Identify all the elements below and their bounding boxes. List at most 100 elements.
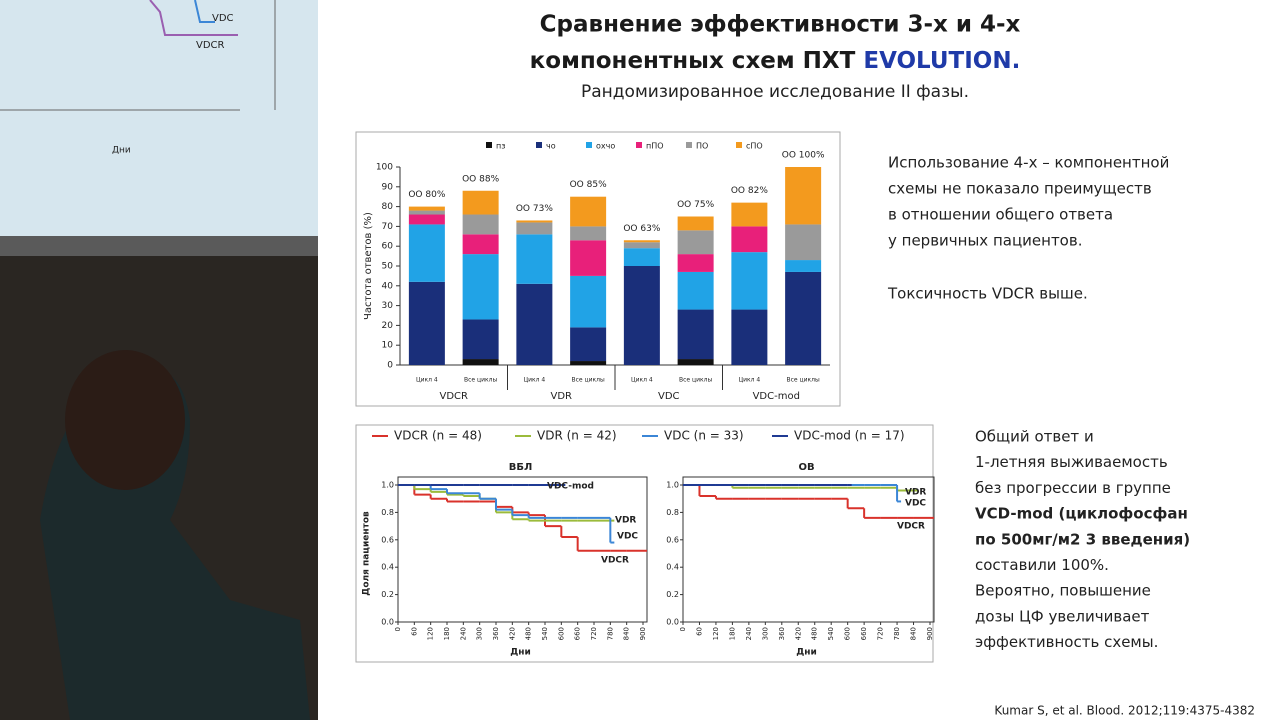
- bar-segment: [408, 281, 445, 365]
- legend-label: сПО: [746, 142, 763, 151]
- bar-segment: [570, 196, 607, 227]
- x-tick-label: 180: [443, 627, 451, 640]
- group-label: VDC-mod: [753, 391, 800, 402]
- x-tick-label: 120: [427, 627, 435, 640]
- y-tick-label: 0.2: [666, 590, 679, 599]
- legend-swatch: [736, 142, 742, 148]
- group-label: VDC: [658, 391, 680, 402]
- bar-segment: [462, 254, 499, 320]
- bar-annotation: ОО 63%: [623, 224, 660, 234]
- note-line: эффективность схемы.: [975, 633, 1158, 651]
- x-tick-label: 720: [877, 627, 885, 640]
- title-text: компонентных схем ПХТ: [530, 48, 864, 74]
- legend-label: VDC-mod (n = 17): [794, 429, 905, 443]
- plot-frame: [397, 476, 648, 623]
- bar-segment: [408, 210, 445, 215]
- note-line: схемы не показало преимуществ: [888, 180, 1152, 198]
- bar-segment: [677, 230, 714, 255]
- x-tick-label: Все циклы: [679, 377, 712, 384]
- y-tick-label: 50: [382, 262, 394, 272]
- prev-label: VDC: [212, 13, 234, 24]
- legend-swatch: [686, 142, 692, 148]
- slide-title: компонентных схем ПХТ EVOLUTION.: [530, 48, 1021, 74]
- legend-label: VDR (n = 42): [537, 429, 617, 443]
- bar-segment: [570, 240, 607, 276]
- note-line: 1-летняя выживаемость: [975, 453, 1168, 471]
- y-tick-label: 0: [387, 361, 393, 371]
- x-tick-label: 840: [623, 627, 631, 640]
- legend-swatch: [486, 142, 492, 148]
- y-tick-label: 10: [382, 341, 394, 351]
- y-tick-label: 1.0: [381, 481, 394, 490]
- legend-label: пПО: [646, 142, 664, 151]
- curve-label: VDR: [905, 488, 926, 498]
- note-line: в отношении общего ответа: [888, 206, 1113, 224]
- bar-segment: [570, 361, 607, 365]
- curve-label: VDC-mod: [547, 482, 594, 492]
- speaker-head: [65, 350, 185, 490]
- bar-segment: [677, 309, 714, 360]
- x-tick-label: 60: [695, 627, 703, 636]
- bar-segment: [516, 222, 553, 235]
- bar-segment: [677, 359, 714, 365]
- bar-segment: [677, 271, 714, 310]
- x-tick-label: 900: [926, 627, 934, 640]
- legend-swatch: [636, 142, 642, 148]
- legend-label: ПО: [696, 142, 708, 151]
- prev-curve: [194, 0, 215, 23]
- x-tick-label: 540: [827, 627, 835, 640]
- group-label: VDCR: [440, 391, 469, 402]
- bar-segment: [462, 190, 499, 215]
- y-tick-label: 30: [382, 301, 394, 311]
- y-tick-label: 90: [382, 182, 394, 192]
- y-tick-label: 70: [382, 222, 394, 232]
- bar-segment: [408, 206, 445, 211]
- x-axis-label: Дни: [510, 648, 531, 658]
- x-tick-label: 240: [745, 627, 753, 640]
- y-tick-label: 1.0: [666, 481, 679, 490]
- y-tick-label: 40: [382, 281, 394, 291]
- y-tick-label: 60: [382, 242, 394, 252]
- bar-segment: [785, 260, 822, 272]
- bar-segment: [516, 220, 553, 223]
- legend-label: VDC (n = 33): [664, 429, 744, 443]
- bar-segment: [623, 248, 660, 266]
- x-tick-label: Цикл 4: [524, 377, 546, 384]
- note-line: Вероятно, повышение: [975, 582, 1151, 600]
- y-tick-label: 0.6: [666, 535, 679, 544]
- legend-label: пз: [496, 142, 505, 151]
- previous-slide: [0, 0, 318, 236]
- x-tick-label: 480: [811, 627, 819, 640]
- curve-label: VDC: [617, 532, 638, 542]
- chart-title: ОВ: [798, 462, 814, 473]
- bar-segment: [570, 327, 607, 362]
- bar-segment: [462, 234, 499, 255]
- x-tick-label: 360: [778, 627, 786, 640]
- x-tick-label: 0: [679, 627, 687, 631]
- legend-swatch: [586, 142, 592, 148]
- bar-segment: [570, 275, 607, 328]
- x-tick-label: 480: [525, 627, 533, 640]
- bar-annotation: ОО 80%: [408, 190, 445, 200]
- x-tick-label: 600: [557, 627, 565, 640]
- bar-segment: [785, 271, 822, 365]
- x-tick-label: 600: [844, 627, 852, 640]
- title-accent: EVOLUTION.: [863, 48, 1020, 74]
- y-tick-label: 0.0: [381, 618, 394, 627]
- x-tick-label: Цикл 4: [416, 377, 438, 384]
- prev-label: VDCR: [196, 40, 225, 51]
- x-tick-label: 660: [860, 627, 868, 640]
- x-tick-label: Все циклы: [787, 377, 820, 384]
- bar-segment: [731, 252, 768, 310]
- y-tick-label: 0.8: [381, 508, 394, 517]
- chart-title: ВБЛ: [509, 462, 533, 473]
- note-line: дозы ЦФ увеличивает: [975, 607, 1150, 625]
- x-tick-label: 540: [541, 627, 549, 640]
- y-tick-label: 100: [376, 163, 393, 173]
- legend-label: VDCR (n = 48): [394, 429, 482, 443]
- bar-segment: [462, 359, 499, 365]
- bar-segment: [731, 226, 768, 253]
- bar-segment: [623, 242, 660, 249]
- y-tick-label: 0.0: [666, 618, 679, 627]
